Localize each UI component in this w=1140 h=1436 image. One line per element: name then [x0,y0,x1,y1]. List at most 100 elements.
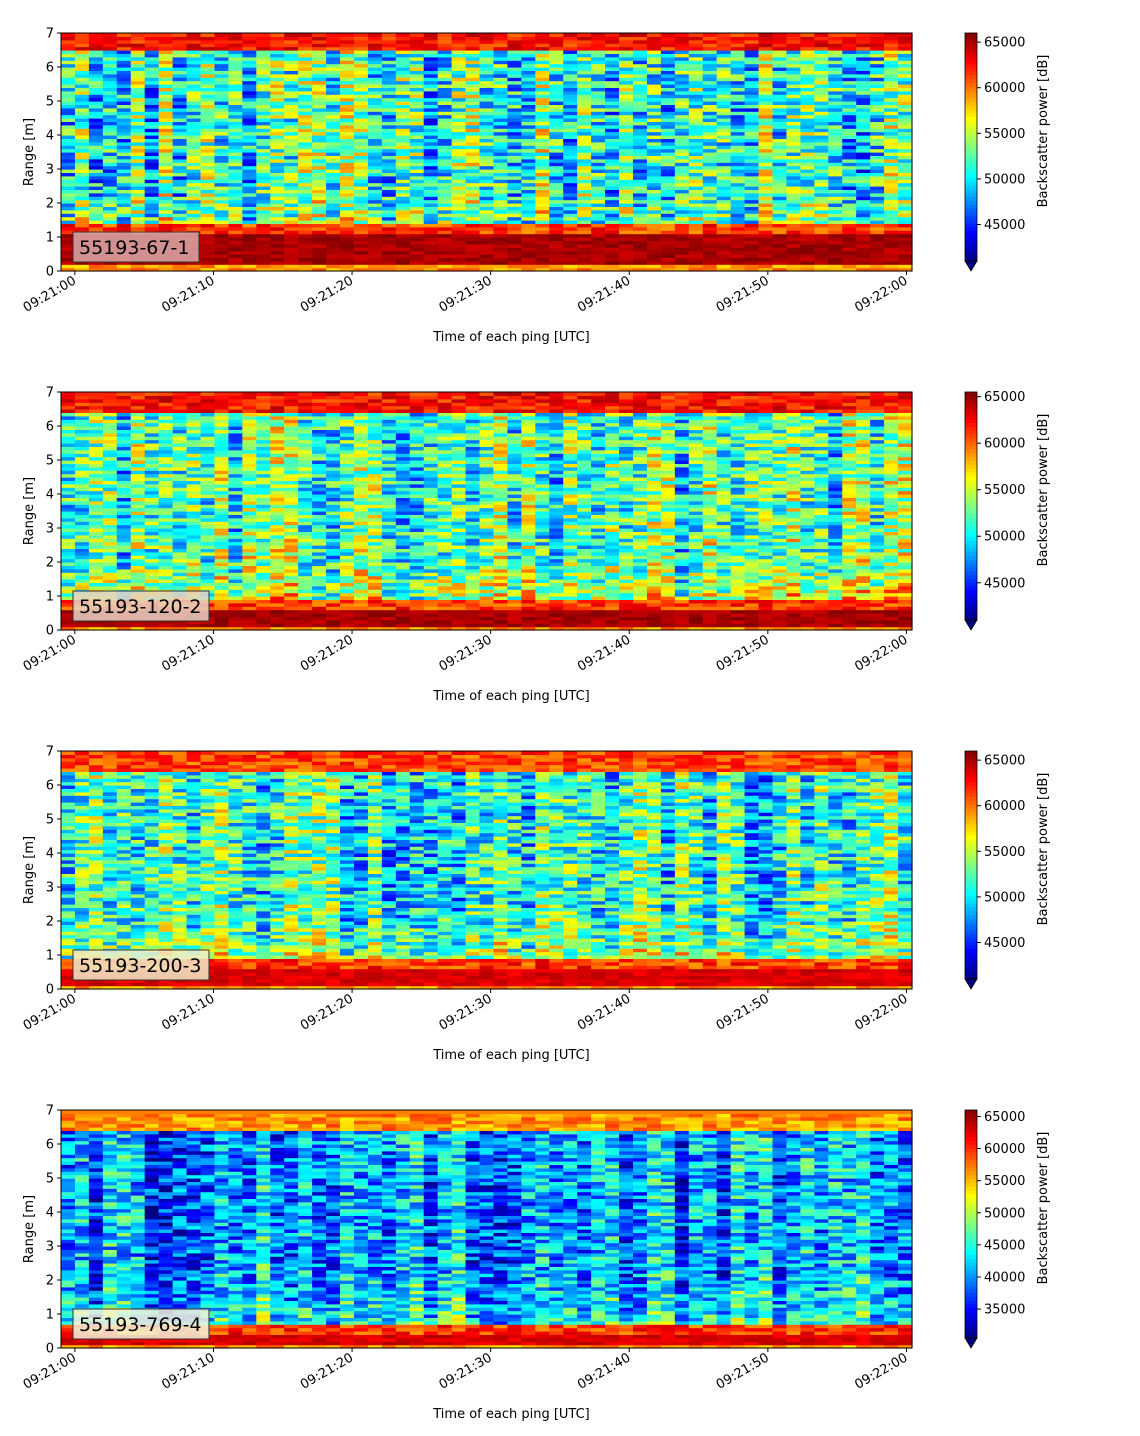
heatmap-cell [563,237,578,241]
heatmap-cell [409,189,425,194]
colorbar-cell [965,150,977,156]
heatmap-cell [423,128,439,133]
heatmap-cell [521,70,536,75]
heatmap-cell [577,43,592,48]
heatmap-cell [144,409,160,413]
heatmap-cell [744,141,760,146]
heatmap-cell [298,46,313,51]
heatmap-cell [479,124,495,129]
heatmap-cell [521,179,536,184]
heatmap-cell [702,70,718,75]
heatmap-cell [284,230,299,235]
heatmap-cell [507,237,522,241]
heatmap-cell [423,155,439,160]
heatmap-cell [353,36,369,41]
heatmap-cell [242,135,257,139]
heatmap-cell [61,243,76,248]
heatmap-cell [842,104,857,109]
heatmap-cell [158,39,174,44]
heatmap-cell [200,87,216,92]
heatmap-cell [856,138,871,143]
heatmap-cell [74,206,90,211]
heatmap-cell [870,203,885,207]
heatmap-cell [423,121,439,126]
heatmap-cell [298,128,313,133]
heatmap-cell [800,247,815,252]
heatmap-cell [577,196,592,201]
heatmap-cell [409,260,425,265]
heatmap-cell [451,199,467,204]
heatmap-cell [340,33,355,37]
heatmap-cell [814,267,829,272]
heatmap-cell [535,230,550,235]
heatmap-cell [549,77,564,82]
heatmap-cell [130,419,146,424]
heatmap-cell [200,141,216,146]
heatmap-cell [88,619,104,624]
heatmap-cell [242,162,257,167]
heatmap-cell [228,199,243,204]
heatmap-cell [298,220,313,224]
heatmap-cell [758,209,774,214]
heatmap-cell [326,247,341,252]
heatmap-cell [242,179,257,184]
heatmap-cell [284,152,299,156]
heatmap-cell [242,107,257,112]
heatmap-cell [353,158,369,163]
heatmap-cell [479,90,495,95]
heatmap-cell [549,260,564,265]
heatmap-cell [130,111,146,116]
colorbar-tick-label: 50000 [984,172,1025,187]
heatmap-cell [702,46,718,51]
heatmap-cell [632,209,648,214]
heatmap-cell [535,121,550,126]
heatmap-cell [353,111,369,116]
heatmap-cell [814,237,829,241]
heatmap-cell [214,152,230,156]
heatmap-cell [884,101,899,105]
heatmap-cell [856,67,871,71]
heatmap-cell [242,90,257,95]
heatmap-cell [842,216,857,221]
heatmap-cell [549,216,564,221]
heatmap-cell [758,220,774,224]
heatmap-cell [61,169,76,173]
heatmap-cell [884,186,899,190]
heatmap-cell [688,141,704,146]
heatmap-cell [744,63,760,68]
heatmap-cell [507,94,522,99]
heatmap-cell [242,39,257,44]
heatmap-cell [102,114,118,119]
heatmap-cell [800,118,815,122]
heatmap-cell [144,267,160,272]
heatmap-cell [479,186,495,190]
heatmap-cell [884,179,899,184]
heatmap-cell [786,243,801,248]
heatmap-cell [61,199,76,204]
heatmap-cell [88,128,104,133]
heatmap-cell [367,237,383,241]
heatmap-cell [549,36,564,41]
heatmap-cell [200,155,216,160]
heatmap-cell [256,158,271,163]
heatmap-cell [744,233,760,238]
heatmap-cell [270,128,285,133]
heatmap-cell [660,36,676,41]
heatmap-cell [437,199,453,204]
heatmap-cell [786,63,801,68]
heatmap-cell [856,182,871,187]
heatmap-cell [772,114,788,119]
heatmap-cell [646,84,662,88]
heatmap-cell [88,524,104,529]
heatmap-cell [228,101,243,105]
heatmap-cell [535,94,550,99]
heatmap-cell [688,111,704,116]
heatmap-cell [312,196,327,201]
heatmap-cell [814,135,829,139]
heatmap-cell [312,121,327,126]
heatmap-cell [437,124,453,129]
heatmap-cell [730,135,746,139]
heatmap-cell [884,50,899,54]
heatmap-cell [61,606,76,611]
heatmap-cell [61,240,76,245]
